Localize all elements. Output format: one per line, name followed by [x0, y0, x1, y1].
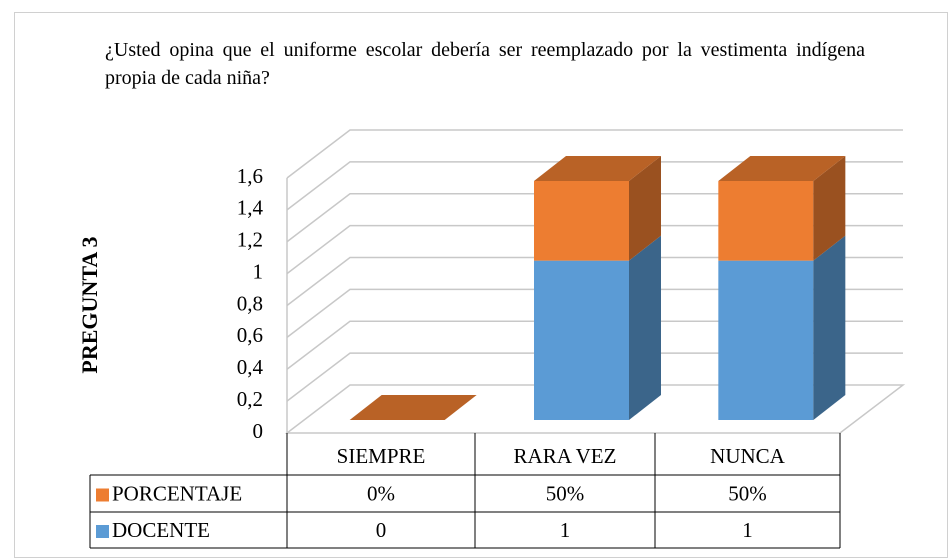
bar-top — [534, 155, 661, 181]
y-tick-label: 1 — [253, 259, 264, 283]
bar-front — [718, 180, 814, 261]
bar-side — [813, 155, 846, 261]
bar-segment — [718, 235, 846, 420]
x-tick-label: SIEMPRE — [337, 444, 426, 468]
legend-key — [96, 488, 109, 502]
grid-line — [286, 161, 903, 211]
bar-front — [534, 260, 629, 420]
bar-segment — [718, 155, 846, 261]
table-value: 0 — [376, 518, 387, 542]
y-tick-label: 0,4 — [237, 355, 264, 379]
table-value: 50% — [728, 481, 767, 505]
y-tick-label: 1,6 — [237, 164, 263, 188]
legend-label: PORCENTAJE — [112, 481, 242, 505]
legend-key — [96, 525, 109, 538]
bar-segment — [534, 155, 661, 261]
x-tick-label: RARA VEZ — [514, 444, 617, 468]
legend-label: DOCENTE — [112, 518, 210, 542]
y-axis-title: PREGUNTA 3 — [77, 236, 102, 373]
y-tick-label: 0 — [253, 419, 264, 443]
y-tick-label: 1,4 — [237, 196, 264, 220]
floor — [284, 384, 906, 434]
table-value: 1 — [560, 518, 571, 542]
bar-front — [534, 180, 629, 261]
y-tick-label: 1,2 — [237, 228, 263, 252]
grid-line — [286, 129, 903, 179]
bar-top — [718, 155, 846, 181]
y-tick-label: 0,6 — [237, 323, 263, 347]
bar-front — [718, 260, 814, 420]
bar-segment — [349, 395, 477, 420]
bar-segment — [534, 235, 661, 420]
y-tick-label: 0,8 — [237, 291, 263, 315]
chart-frame — [14, 12, 948, 558]
y-tick-label: 0,2 — [237, 387, 263, 411]
table-value: 1 — [742, 518, 753, 542]
x-tick-label: NUNCA — [710, 444, 786, 468]
bar-top — [349, 395, 477, 420]
table-value: 0% — [367, 481, 395, 505]
bar-side — [813, 235, 846, 420]
chart-title: ¿Usted opina que el uniforme escolar deb… — [105, 39, 865, 89]
bar-side — [629, 155, 661, 261]
table-value: 50% — [546, 481, 585, 505]
bar-side — [629, 235, 661, 420]
